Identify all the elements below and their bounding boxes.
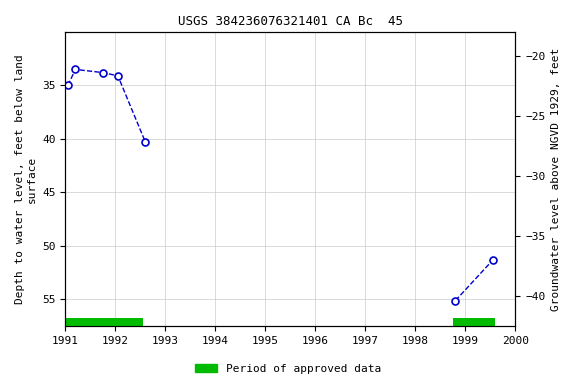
Y-axis label: Depth to water level, feet below land
surface: Depth to water level, feet below land su… bbox=[15, 54, 37, 304]
Legend: Period of approved data: Period of approved data bbox=[191, 359, 385, 379]
Y-axis label: Groundwater level above NGVD 1929, feet: Groundwater level above NGVD 1929, feet bbox=[551, 48, 561, 311]
Title: USGS 384236076321401 CA Bc  45: USGS 384236076321401 CA Bc 45 bbox=[178, 15, 403, 28]
